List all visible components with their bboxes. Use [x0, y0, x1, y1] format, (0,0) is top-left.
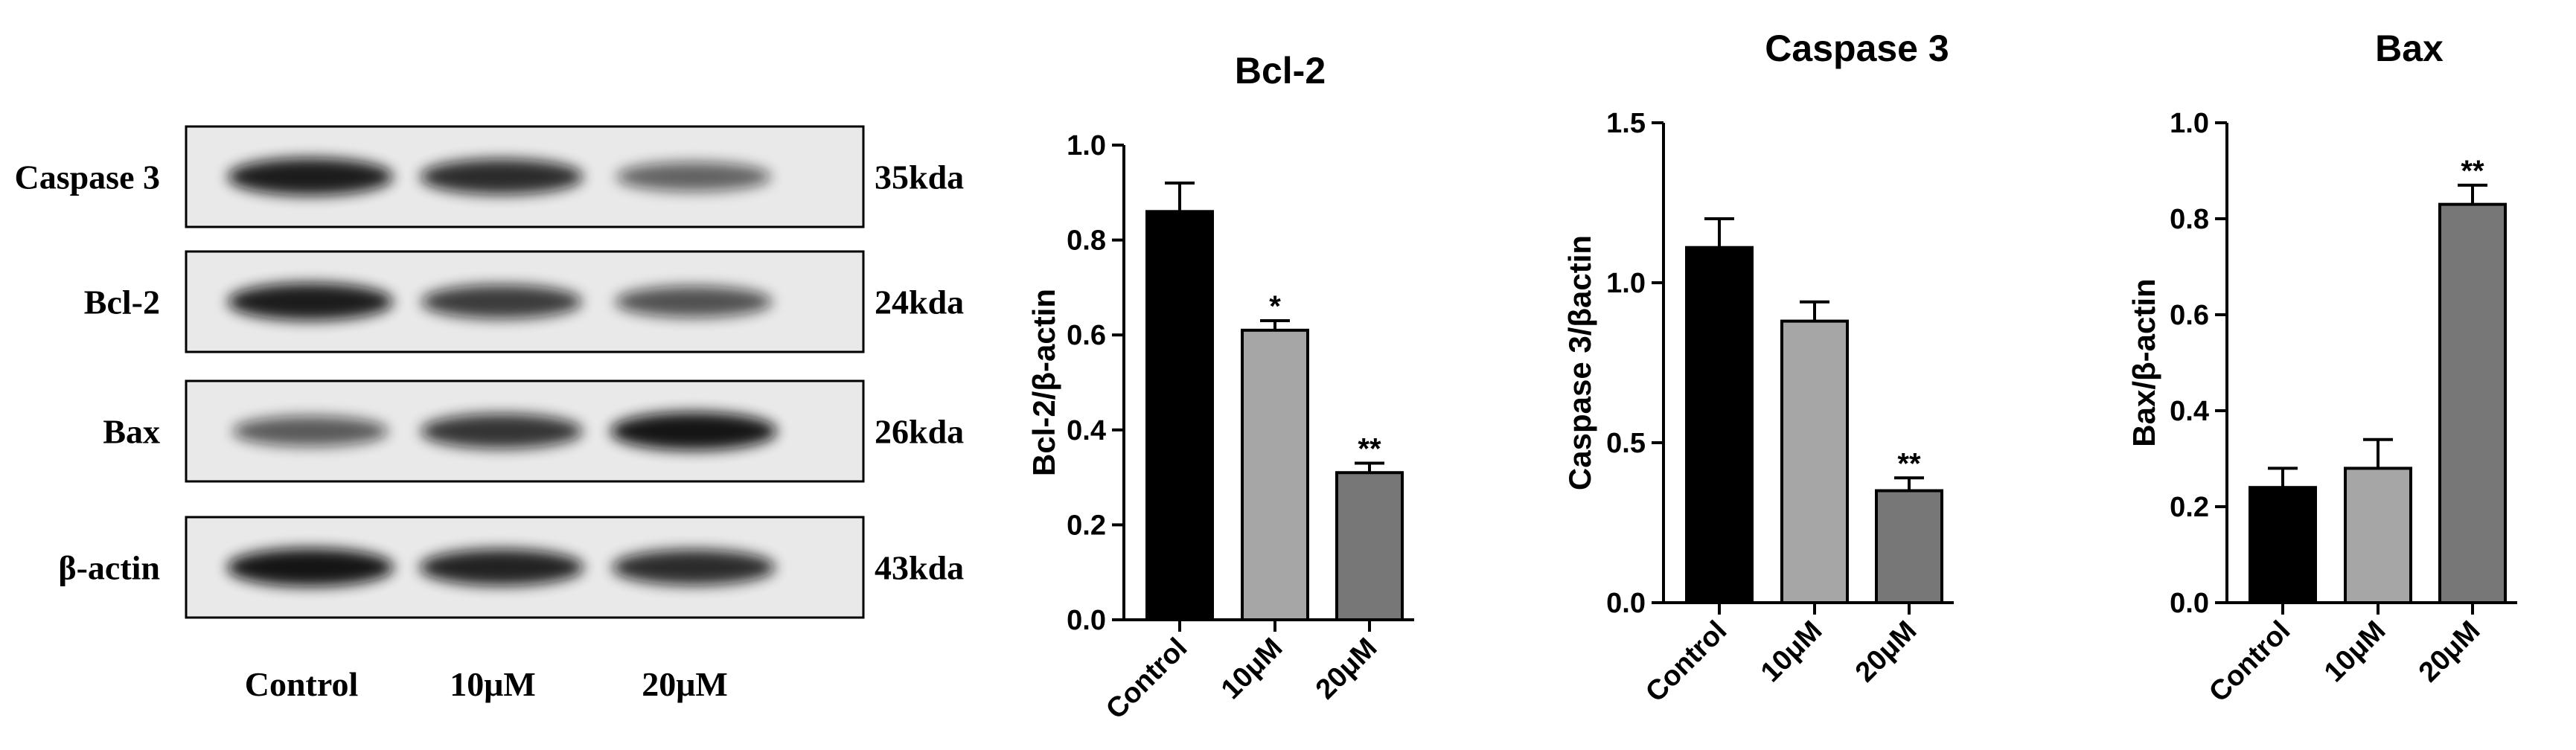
blot-band [227, 158, 394, 196]
y-tick-label: 0.0 [1606, 588, 1646, 619]
y-tick-label: 1.0 [2170, 108, 2209, 139]
blot-band [616, 161, 772, 192]
blot-band [232, 416, 389, 446]
blot-band [612, 549, 776, 586]
bar-chart: Bcl-2 0.0 0.2 0.4 0.6 0.8 1.0 Bcl-2/β-actin Cont… [1026, 50, 1414, 725]
y-axis-title: Bcl-2/β-actin [1026, 289, 1061, 476]
molecular-weight-label: 26kda [875, 413, 964, 451]
y-axis-title: Caspase 3/βactin [1562, 235, 1597, 490]
y-tick-label: 0.4 [1067, 415, 1106, 446]
blot-row: β-actin 43kda [58, 516, 964, 619]
x-category-label: 20μM [2413, 615, 2486, 688]
y-tick-label: 0.5 [1606, 428, 1646, 459]
bar [1875, 489, 1943, 604]
x-category-label: 10μM [1755, 615, 1828, 688]
protein-label: β-actin [58, 549, 160, 587]
molecular-weight-label: 35kda [875, 158, 964, 196]
blot-band [421, 414, 583, 449]
bar-chart: Bax 0.0 0.2 0.4 0.6 0.8 1.0 Bax/β-actin Control 1… [2126, 28, 2517, 708]
blot-band [226, 548, 394, 587]
x-category-label: 10μM [1215, 632, 1288, 705]
y-tick-label: 1.0 [1606, 268, 1646, 299]
blot-band [419, 548, 584, 586]
bar [2344, 467, 2412, 605]
y-tick-label: 0.0 [1067, 605, 1106, 636]
blot-row: Bcl-2 24kda [84, 250, 964, 353]
y-tick-label: 0.2 [1067, 510, 1106, 541]
y-tick-label: 0.8 [2170, 204, 2209, 235]
y-tick-label: 0.6 [1067, 320, 1106, 351]
y-tick-label: 0.6 [2170, 300, 2209, 331]
y-tick-label: 0.8 [1067, 225, 1106, 257]
blot-row: Caspase 3 35kda [14, 125, 964, 228]
blot-band [227, 283, 394, 321]
significance-marker: ** [1358, 432, 1381, 465]
blot-row: Bax 26kda [103, 379, 964, 483]
western-blot-panel: Caspase 3 35kda Bcl-2 24kda Bax 26kda β-actin 4… [14, 125, 964, 703]
bar [1145, 210, 1214, 621]
y-tick-label: 0.4 [2170, 396, 2209, 427]
bar [1241, 328, 1309, 621]
x-category-label: Control [1100, 632, 1193, 725]
blot-band [610, 411, 778, 451]
protein-label: Caspase 3 [14, 158, 160, 196]
bar [1780, 319, 1849, 604]
y-axis-title: Bax/β-actin [2126, 278, 2161, 446]
bar [1335, 471, 1404, 621]
chart-title: Bcl-2 [1235, 50, 1326, 92]
x-category-label: 20μM [1850, 615, 1923, 688]
x-category-label: Control [2203, 615, 2296, 708]
x-category-label: 20μM [1310, 632, 1383, 705]
bar [2438, 202, 2507, 604]
condition-label: 10μM [450, 665, 536, 703]
bar-charts-group: Bcl-2 0.0 0.2 0.4 0.6 0.8 1.0 Bcl-2/β-actin Cont… [1026, 28, 2517, 725]
bar [1685, 246, 1754, 604]
blot-band [615, 286, 773, 318]
x-category-label: Control [1640, 615, 1733, 708]
blot-band [421, 284, 583, 319]
y-tick-label: 0.2 [2170, 492, 2209, 523]
molecular-weight-label: 24kda [875, 283, 964, 321]
y-tick-label: 0.0 [2170, 588, 2209, 619]
chart-title: Bax [2375, 28, 2444, 69]
chart-title: Caspase 3 [1765, 28, 1949, 69]
protein-label: Bcl-2 [84, 283, 160, 321]
y-tick-label: 1.0 [1067, 130, 1106, 161]
condition-label: 20μM [642, 665, 728, 703]
molecular-weight-label: 43kda [875, 549, 964, 587]
blot-band [420, 158, 584, 195]
protein-label: Bax [103, 413, 160, 451]
bar [2249, 486, 2317, 605]
condition-label: Control [245, 665, 359, 703]
x-category-label: 10μM [2318, 615, 2391, 688]
significance-marker: * [1269, 290, 1281, 323]
bar-chart: Caspase 3 0.0 0.5 1.0 1.5 Caspase 3/βactin Con… [1562, 28, 1954, 708]
significance-marker: ** [1897, 447, 1921, 480]
y-tick-label: 1.5 [1606, 108, 1646, 139]
significance-marker: ** [2461, 155, 2484, 188]
